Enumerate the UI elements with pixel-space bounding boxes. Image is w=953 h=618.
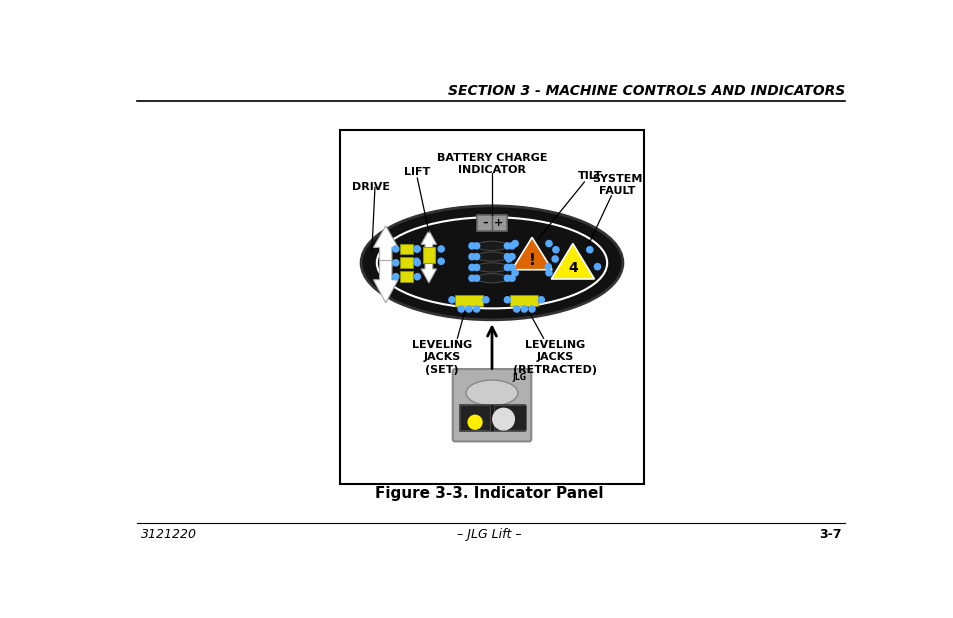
Circle shape <box>504 243 510 249</box>
Circle shape <box>393 246 398 252</box>
Circle shape <box>493 408 514 430</box>
Circle shape <box>545 240 552 247</box>
Circle shape <box>537 297 544 303</box>
Text: 4: 4 <box>567 261 578 275</box>
Bar <box>399 258 413 268</box>
Circle shape <box>505 256 512 262</box>
Text: BATTERY CHARGE
INDICATOR: BATTERY CHARGE INDICATOR <box>436 153 547 176</box>
Text: !: ! <box>528 253 535 268</box>
Circle shape <box>469 243 475 249</box>
Polygon shape <box>512 237 552 269</box>
Text: LIFT: LIFT <box>404 167 430 177</box>
Circle shape <box>393 274 398 280</box>
Circle shape <box>513 306 519 312</box>
Bar <box>459 405 490 430</box>
Text: JLG: JLG <box>512 373 525 382</box>
Circle shape <box>465 306 472 312</box>
Circle shape <box>512 240 517 247</box>
Text: 3-7: 3-7 <box>819 528 841 541</box>
Polygon shape <box>373 226 397 266</box>
Circle shape <box>473 243 479 249</box>
Ellipse shape <box>476 241 508 250</box>
Polygon shape <box>551 243 594 279</box>
Circle shape <box>552 256 558 262</box>
Circle shape <box>508 243 515 249</box>
Circle shape <box>586 247 592 253</box>
Circle shape <box>504 265 510 271</box>
Text: TILT: TILT <box>578 171 602 181</box>
Text: +: + <box>494 218 503 228</box>
Circle shape <box>469 265 475 271</box>
Circle shape <box>393 260 398 266</box>
Circle shape <box>482 297 488 303</box>
Bar <box>494 405 525 430</box>
Circle shape <box>414 274 420 280</box>
Text: SYSTEM
FAULT: SYSTEM FAULT <box>592 174 642 197</box>
Circle shape <box>469 253 475 260</box>
Ellipse shape <box>466 380 517 406</box>
Circle shape <box>508 275 515 281</box>
Polygon shape <box>373 261 397 303</box>
Circle shape <box>512 269 517 276</box>
Circle shape <box>437 258 444 265</box>
Circle shape <box>473 275 479 281</box>
Bar <box>399 243 413 255</box>
Text: Figure 3-3. Indicator Panel: Figure 3-3. Indicator Panel <box>375 486 602 501</box>
Circle shape <box>545 269 552 276</box>
Text: LEVELING
JACKS
(RETRACTED): LEVELING JACKS (RETRACTED) <box>513 340 597 375</box>
Bar <box>422 247 435 263</box>
Text: 3121220: 3121220 <box>141 528 196 541</box>
Circle shape <box>449 297 455 303</box>
Bar <box>399 271 413 282</box>
Circle shape <box>457 306 464 312</box>
Circle shape <box>504 275 510 281</box>
Circle shape <box>594 264 600 269</box>
Bar <box>510 295 537 306</box>
Circle shape <box>544 264 551 269</box>
Bar <box>458 404 524 431</box>
Circle shape <box>504 253 510 260</box>
Circle shape <box>508 265 515 271</box>
FancyBboxPatch shape <box>476 215 506 231</box>
Circle shape <box>414 246 420 252</box>
Ellipse shape <box>476 274 508 283</box>
Circle shape <box>520 306 527 312</box>
Polygon shape <box>420 256 436 283</box>
Text: –: – <box>482 218 487 228</box>
Circle shape <box>469 275 475 281</box>
Ellipse shape <box>476 263 508 272</box>
Circle shape <box>473 253 479 260</box>
Circle shape <box>413 246 419 252</box>
Ellipse shape <box>361 206 622 320</box>
Circle shape <box>414 260 420 266</box>
Circle shape <box>552 247 558 253</box>
Circle shape <box>508 253 515 260</box>
Polygon shape <box>420 231 436 256</box>
Text: LEVELING
JACKS
(SET): LEVELING JACKS (SET) <box>412 340 472 375</box>
Text: DRIVE: DRIVE <box>352 182 390 192</box>
Bar <box>340 130 643 484</box>
Text: SECTION 3 - MACHINE CONTROLS AND INDICATORS: SECTION 3 - MACHINE CONTROLS AND INDICAT… <box>448 84 844 98</box>
Ellipse shape <box>476 252 508 261</box>
Circle shape <box>413 258 419 265</box>
Circle shape <box>437 246 444 252</box>
Circle shape <box>473 265 479 271</box>
Circle shape <box>528 306 535 312</box>
Circle shape <box>473 306 479 312</box>
Circle shape <box>504 297 510 303</box>
Circle shape <box>468 415 481 429</box>
FancyBboxPatch shape <box>453 369 531 441</box>
Bar <box>455 295 482 306</box>
Text: – JLG Lift –: – JLG Lift – <box>456 528 520 541</box>
